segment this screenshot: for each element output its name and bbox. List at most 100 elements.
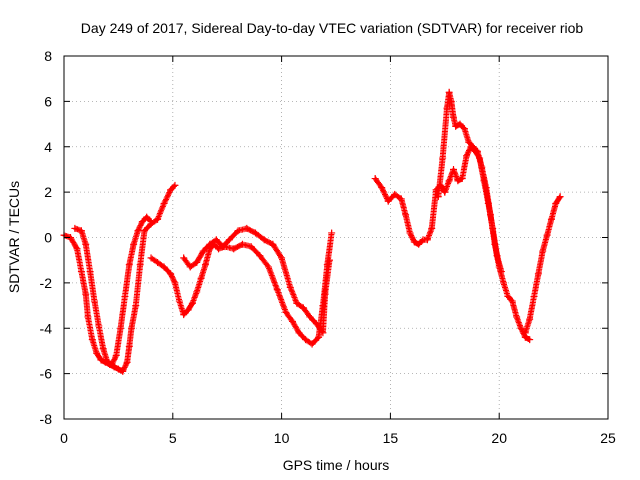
data-point-arc-3-3 [167, 270, 175, 278]
data-point-arc-3-18 [247, 243, 255, 251]
data-point-arc-3-27 [315, 333, 323, 341]
data-point-arc-1-19 [141, 227, 149, 235]
data-point-arc-1-16 [127, 324, 135, 332]
data-point-arc-4-12 [269, 240, 277, 248]
data-point-arc-3-17 [238, 240, 246, 248]
series-arc-2 [71, 213, 155, 369]
data-point-arc-7-0 [441, 188, 449, 196]
data-point-arc-7-12 [493, 252, 501, 260]
data-point-arc-2-3 [86, 268, 94, 276]
series-arc-3 [147, 229, 336, 348]
data-point-arc-5-8 [415, 240, 423, 248]
x-tick-label-1: 5 [169, 430, 177, 446]
data-point-arc-2-11 [121, 292, 129, 300]
data-point-arc-6-1 [439, 154, 447, 162]
data-point-arc-1-7 [93, 349, 101, 357]
data-point-arc-5-2 [384, 197, 392, 205]
data-point-arc-1-2 [73, 245, 81, 253]
y-axis-label: SDTVAR / TECUs [6, 181, 22, 293]
data-point-arc-2-1 [77, 227, 85, 235]
data-point-arc-7-4 [458, 175, 466, 183]
data-point-arc-2-2 [82, 240, 90, 248]
data-point-arc-6-5 [450, 113, 458, 121]
data-point-arc-7-6 [467, 143, 475, 151]
data-point-arc-8-0 [521, 329, 529, 337]
data-point-arc-7-5 [463, 152, 471, 160]
data-point-arc-5-7 [410, 238, 418, 246]
y-tick-label-8: 8 [44, 48, 52, 64]
data-point-arc-8-6 [547, 215, 555, 223]
data-point-arc-3-23 [288, 317, 296, 325]
data-point-arc-5-4 [397, 195, 405, 203]
grid [64, 56, 608, 419]
data-point-arc-2-15 [138, 218, 146, 226]
series-arc-8 [521, 193, 564, 337]
data-point-arc-6-2 [443, 104, 451, 112]
data-point-arc-1-6 [88, 336, 96, 344]
data-point-arc-7-3 [454, 177, 462, 185]
data-point-arc-1-21 [154, 215, 162, 223]
data-point-arc-4-21 [325, 256, 333, 264]
data-point-arc-3-16 [230, 245, 238, 253]
x-tick-label-5: 25 [600, 430, 616, 446]
data-point-arc-2-17 [147, 218, 155, 226]
x-tick-label-4: 20 [491, 430, 507, 446]
data-point-arc-4-10 [251, 229, 259, 237]
data-point-arc-4-15 [293, 299, 301, 307]
data-point-arc-4-11 [260, 236, 268, 244]
data-point-arc-1-4 [82, 290, 90, 298]
data-point-arc-4-9 [243, 224, 251, 232]
data-point-arc-5-10 [423, 236, 431, 244]
data-point-arc-4-14 [286, 283, 294, 291]
data-point-arc-3-1 [154, 258, 162, 266]
data-point-arc-4-20 [321, 290, 329, 298]
data-point-arc-7-10 [484, 199, 492, 207]
data-point-arc-1-24 [171, 181, 179, 189]
data-point-arc-5-5 [402, 211, 410, 219]
data-point-arc-6-21 [517, 324, 525, 332]
data-point-arc-2-5 [95, 322, 103, 330]
data-point-arc-4-3 [199, 247, 207, 255]
data-point-arc-1-18 [136, 261, 144, 269]
data-point-arc-3-22 [282, 308, 290, 316]
data-point-arc-7-7 [471, 147, 479, 155]
data-point-arc-5-3 [391, 190, 399, 198]
data-point-arc-7-2 [450, 165, 458, 173]
data-point-arc-4-19 [319, 329, 327, 337]
data-point-arc-4-17 [306, 313, 314, 321]
y-tick-label-4: 0 [44, 230, 52, 246]
data-point-arc-6-6 [452, 122, 460, 130]
data-point-arc-8-2 [530, 292, 538, 300]
data-point-arc-3-25 [302, 336, 310, 344]
data-point-arc-8-8 [556, 193, 564, 201]
data-point-arc-4-2 [193, 258, 201, 266]
data-point-arc-3-20 [265, 263, 273, 271]
series-arc-4 [180, 224, 333, 337]
data-point-arc-4-1 [186, 263, 194, 271]
data-point-arc-3-11 [201, 261, 209, 269]
data-point-arc-2-7 [104, 358, 112, 366]
data-point-arc-3-30 [328, 229, 336, 237]
data-point-arc-7-13 [497, 268, 505, 276]
data-point-arc-1-12 [114, 365, 122, 373]
data-point-arc-2-4 [90, 297, 98, 305]
data-point-arc-3-2 [160, 263, 168, 271]
data-point-arc-8-5 [543, 231, 551, 239]
data-point-arc-8-3 [534, 270, 542, 278]
data-point-arc-6-23 [526, 336, 534, 344]
data-point-arc-5-1 [378, 184, 386, 192]
data-point-arc-3-21 [273, 286, 281, 294]
data-point-arc-8-4 [539, 247, 547, 255]
data-point-arc-4-18 [312, 320, 320, 328]
data-point-arc-3-26 [308, 340, 316, 348]
data-point-arc-1-13 [119, 367, 127, 375]
data-point-arc-1-17 [132, 302, 140, 310]
data-point-arc-2-0 [71, 224, 79, 232]
data-point-arc-6-4 [447, 97, 455, 105]
y-tick-label-2: -4 [40, 320, 53, 336]
data-point-arc-4-8 [234, 227, 242, 235]
data-point-arc-3-9 [193, 288, 201, 296]
data-point-arc-7-11 [489, 224, 497, 232]
data-point-arc-3-19 [256, 252, 264, 260]
data-point-arc-6-8 [460, 125, 468, 133]
